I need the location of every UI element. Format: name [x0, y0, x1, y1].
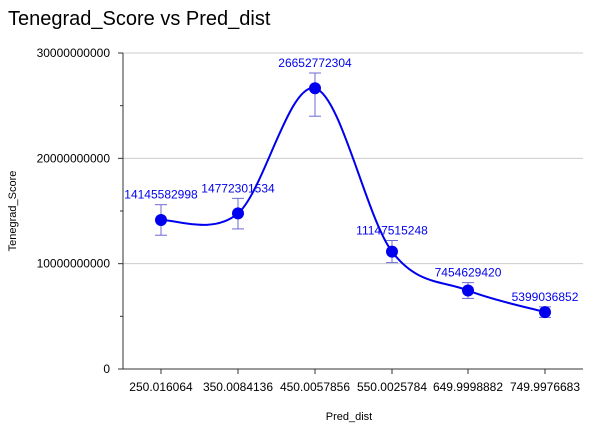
error-bar [309, 72, 321, 117]
data-label: 14145582998 [124, 188, 198, 202]
y-tick-label: 30000000000 [37, 46, 111, 60]
data-label: 7454629420 [435, 266, 502, 280]
data-point [232, 207, 244, 220]
data-labels: 14145582998 14772301534 26652772304 1114751… [124, 56, 578, 304]
data-point [386, 245, 398, 258]
x-tick-label: 649.9998882 [433, 380, 503, 394]
x-tick-labels: 250.016064 350.0084136 450.0057856 550.0025… [129, 380, 580, 394]
data-point [462, 284, 474, 297]
x-axis-title: Pred_dist [326, 411, 372, 423]
data-points [155, 82, 551, 319]
y-tick-label: 20000000000 [37, 151, 111, 165]
x-tick-label: 550.0025784 [357, 380, 427, 394]
chart-title: Tenegrad_Score vs Pred_dist [8, 8, 271, 30]
y-tick-labels: 0 10000000000 20000000000 30000000000 [37, 46, 111, 376]
x-tick-label: 749.9976683 [510, 380, 580, 394]
data-point [539, 306, 551, 319]
data-label: 14772301534 [201, 181, 275, 195]
data-point [155, 213, 167, 226]
y-tick-label: 10000000000 [37, 257, 111, 271]
axes [118, 52, 583, 374]
data-label: 11147515248 [356, 223, 428, 237]
x-tick-label: 350.0084136 [203, 380, 273, 394]
x-tick-label: 450.0057856 [280, 380, 350, 394]
x-tick-label: 250.016064 [129, 380, 193, 394]
data-label: 26652772304 [278, 56, 352, 70]
data-point [309, 82, 321, 95]
y-axis-title: Tenegrad_Score [7, 171, 19, 252]
data-label: 5399036852 [512, 290, 579, 304]
y-tick-label: 0 [103, 362, 110, 376]
